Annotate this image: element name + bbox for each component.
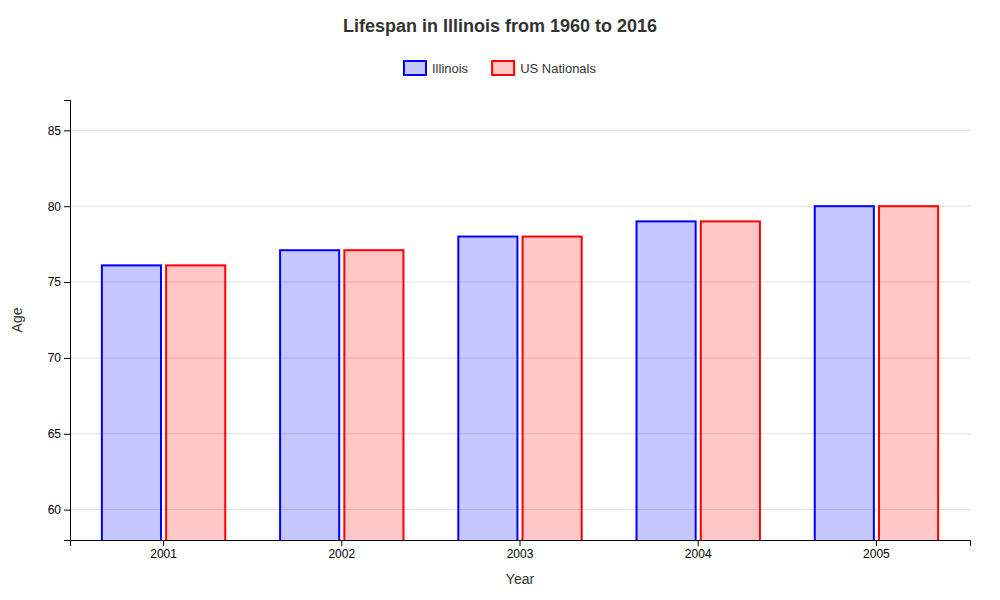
tick-mark [876, 540, 877, 546]
legend-label: Illinois [432, 61, 469, 76]
x-axis: 2001 2002 2003 2004 2005 [71, 540, 971, 561]
bar [458, 237, 517, 540]
tick: 65 [48, 427, 70, 441]
tick: 70 [48, 351, 70, 365]
legend-item: Illinois [404, 61, 469, 76]
grid-line [70, 130, 970, 131]
tick-label: 2003 [507, 547, 534, 561]
bar [344, 250, 403, 540]
axis-line [71, 541, 971, 547]
bars [102, 206, 938, 540]
tick: 60 [48, 503, 70, 517]
tick-mark [341, 540, 342, 546]
bar-series [166, 206, 938, 540]
bar [879, 206, 938, 540]
bar [523, 237, 582, 540]
tick: 2005 [863, 540, 890, 561]
tick-label: 2002 [328, 547, 355, 561]
tick-mark [698, 540, 699, 546]
tick-mark [64, 434, 70, 435]
bar [280, 250, 339, 540]
tick-mark [163, 540, 164, 546]
tick: 2004 [685, 540, 712, 561]
legend: Illinois US Nationals [404, 61, 596, 76]
legend-label: US Nationals [520, 61, 596, 76]
tick-label: 2004 [685, 547, 712, 561]
bar [701, 221, 760, 540]
tick-mark [64, 130, 70, 131]
tick-mark [520, 540, 521, 546]
tick-mark [64, 282, 70, 283]
x-axis-title: Year [506, 571, 535, 587]
tick: 2001 [150, 540, 177, 561]
tick-mark [64, 358, 70, 359]
plot: 2001 2002 2003 2004 2005 60 65 70 75 80 85 [48, 101, 971, 600]
bar-series [102, 206, 874, 540]
title: Lifespan in Illinois from 1960 to 2016 [343, 16, 657, 36]
tick: 80 [48, 200, 70, 214]
tick: 85 [48, 124, 70, 138]
tick-label: 65 [48, 427, 62, 441]
tick: 2002 [328, 540, 355, 561]
legend-swatch [404, 61, 426, 75]
bar [815, 206, 874, 540]
tick-label: 2005 [863, 547, 890, 561]
y-axis-title: Age [9, 307, 25, 332]
axis-line [64, 101, 71, 541]
tick: 2003 [507, 540, 534, 561]
legend-item: US Nationals [492, 61, 596, 76]
legend-swatch [492, 61, 514, 75]
y-axis: 60 65 70 75 80 85 [48, 101, 71, 541]
tick-label: 60 [48, 503, 62, 517]
tick-label: 75 [48, 275, 62, 289]
tick-mark [64, 206, 70, 207]
tick-label: 70 [48, 351, 62, 365]
bar [637, 221, 696, 540]
tick-label: 2001 [150, 547, 177, 561]
bar [102, 265, 161, 540]
chart: 2001 2002 2003 2004 2005 60 65 70 75 80 85 Lifespan… [0, 0, 1000, 600]
tick: 75 [48, 275, 70, 289]
tick-mark [64, 510, 70, 511]
tick-label: 85 [48, 124, 62, 138]
bar [166, 265, 225, 540]
tick-label: 80 [48, 200, 62, 214]
